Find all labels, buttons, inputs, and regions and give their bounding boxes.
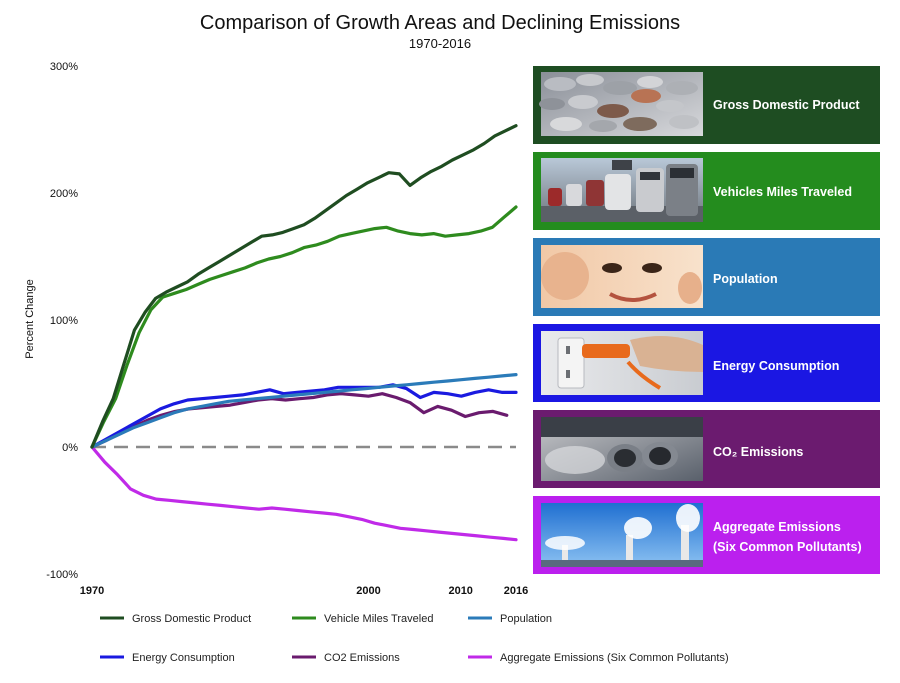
- y-tick-label: 300%: [50, 61, 78, 73]
- panel-label-gdp: Gross Domestic Product: [713, 98, 860, 112]
- legend-item: Vehicle Miles Traveled: [292, 613, 433, 625]
- panel-label-aggregate: Aggregate Emissions: [713, 520, 841, 534]
- panel-label-energy: Energy Consumption: [713, 359, 839, 373]
- series-line-energy-consumption: [90, 383, 518, 449]
- y-tick-label: 0%: [62, 442, 78, 454]
- legend: Gross Domestic Product Vehicle Miles Trav…: [100, 613, 729, 664]
- panel-label-vmt: Vehicles Miles Traveled: [713, 185, 852, 199]
- panel-co2: CO₂ Emissions: [533, 410, 880, 488]
- panel-population: Population: [533, 238, 880, 316]
- panel-label-aggregate-sub: (Six Common Pollutants): [713, 540, 862, 554]
- legend-item: Aggregate Emissions (Six Common Pollutan…: [468, 652, 729, 664]
- baby-face-image: [541, 245, 703, 308]
- traffic-image: [541, 158, 703, 222]
- coins-image: [539, 72, 703, 136]
- legend-label: Energy Consumption: [132, 652, 235, 664]
- legend-item: Population: [468, 613, 552, 625]
- series-line-co2-emissions: [90, 392, 509, 449]
- y-tick-label: 200%: [50, 188, 78, 200]
- legend-label: Population: [500, 613, 552, 625]
- x-tick-label: 2000: [356, 585, 380, 597]
- legend-label: Gross Domestic Product: [132, 613, 251, 625]
- series-lines: [90, 124, 518, 542]
- power-plug-image: [541, 331, 703, 395]
- legend-item: CO2 Emissions: [292, 652, 400, 664]
- legend-label: Vehicle Miles Traveled: [324, 613, 433, 625]
- smokestacks-image: [541, 503, 703, 567]
- y-tick-label: 100%: [50, 315, 78, 327]
- x-tick-label: 2010: [448, 585, 472, 597]
- y-tick-label: -100%: [46, 569, 78, 581]
- panel-label-co2: CO₂ Emissions: [713, 445, 803, 459]
- series-line-vehicle-miles-traveled: [90, 205, 518, 449]
- x-tick-label: 2016: [504, 585, 528, 597]
- series-line-aggregate-emissions-six-common-pollutants-: [90, 445, 518, 542]
- panel-vmt: Vehicles Miles Traveled: [533, 152, 880, 230]
- legend-label: CO2 Emissions: [324, 652, 400, 664]
- chart-title: Comparison of Growth Areas and Declining…: [200, 12, 680, 34]
- panel-aggregate: Aggregate Emissions (Six Common Pollutan…: [533, 496, 880, 574]
- x-axis-ticks: 1970 2000 2010 2016: [80, 585, 528, 597]
- y-axis-ticks: 300% 200% 100% 0% -100%: [46, 61, 78, 581]
- chart-subtitle: 1970-2016: [409, 36, 471, 51]
- legend-item: Energy Consumption: [100, 652, 235, 664]
- series-line-gross-domestic-product: [90, 124, 518, 449]
- exhaust-pipes-image: [541, 417, 703, 481]
- legend-item: Gross Domestic Product: [100, 613, 251, 625]
- y-axis-label: Percent Change: [24, 279, 36, 359]
- panel-label-population: Population: [713, 272, 778, 286]
- x-tick-label: 1970: [80, 585, 104, 597]
- legend-label: Aggregate Emissions (Six Common Pollutan…: [500, 652, 729, 664]
- panel-gdp: Gross Domestic Product: [533, 66, 880, 144]
- panel-energy: Energy Consumption: [533, 324, 880, 402]
- series-line-population: [90, 373, 518, 449]
